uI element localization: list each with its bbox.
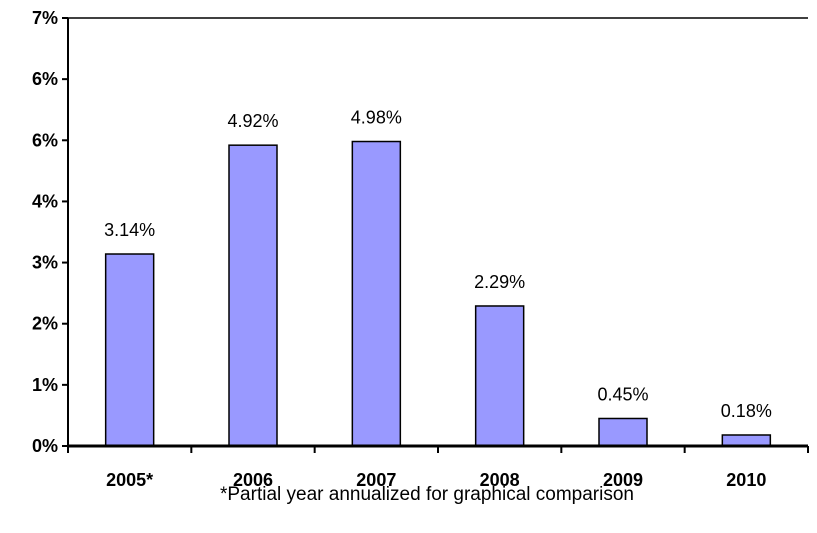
bar-2006 [228,144,278,447]
x-tick-label: 2005* [106,470,153,490]
data-label: 4.98% [351,108,402,128]
data-label: 2.29% [474,272,525,292]
data-label: 3.14% [104,220,155,240]
y-ticks-group: 0% 1% 2% 3% 4% 6% 6% 7% [32,8,68,456]
x-ticks-group: 2005* 2006 2007 2008 2009 2010 [67,446,809,490]
bar-2007 [351,140,402,447]
y-tick-label: 3% [32,253,58,273]
y-tick-label: 6% [32,69,58,89]
y-tick-label: 1% [32,375,58,395]
y-tick-label: 4% [32,191,58,211]
bar-2008 [474,305,525,447]
x-tick-label: 2006 [233,470,273,490]
data-label: 0.18% [721,401,772,421]
x-tick-label: 2009 [603,470,643,490]
x-tick-label: 2010 [726,470,766,490]
data-label: 0.45% [597,384,648,404]
y-tick-label: 6% [32,130,58,150]
bar-2009 [598,417,648,447]
y-tick-label: 2% [32,314,58,334]
x-tick-label: 2008 [480,470,520,490]
data-labels-group: 3.14% 4.92% 4.98% 2.29% 0.45% 0.18% [104,108,772,421]
y-tick-label: 0% [32,436,58,456]
chart-footnote: *Partial year annualized for graphical c… [220,484,634,505]
x-tick-label: 2007 [356,470,396,490]
bars-group [104,140,772,447]
bar-2005 [104,253,155,447]
bar-2010 [721,434,772,447]
data-label: 4.92% [227,111,278,131]
y-tick-label: 7% [32,8,58,28]
